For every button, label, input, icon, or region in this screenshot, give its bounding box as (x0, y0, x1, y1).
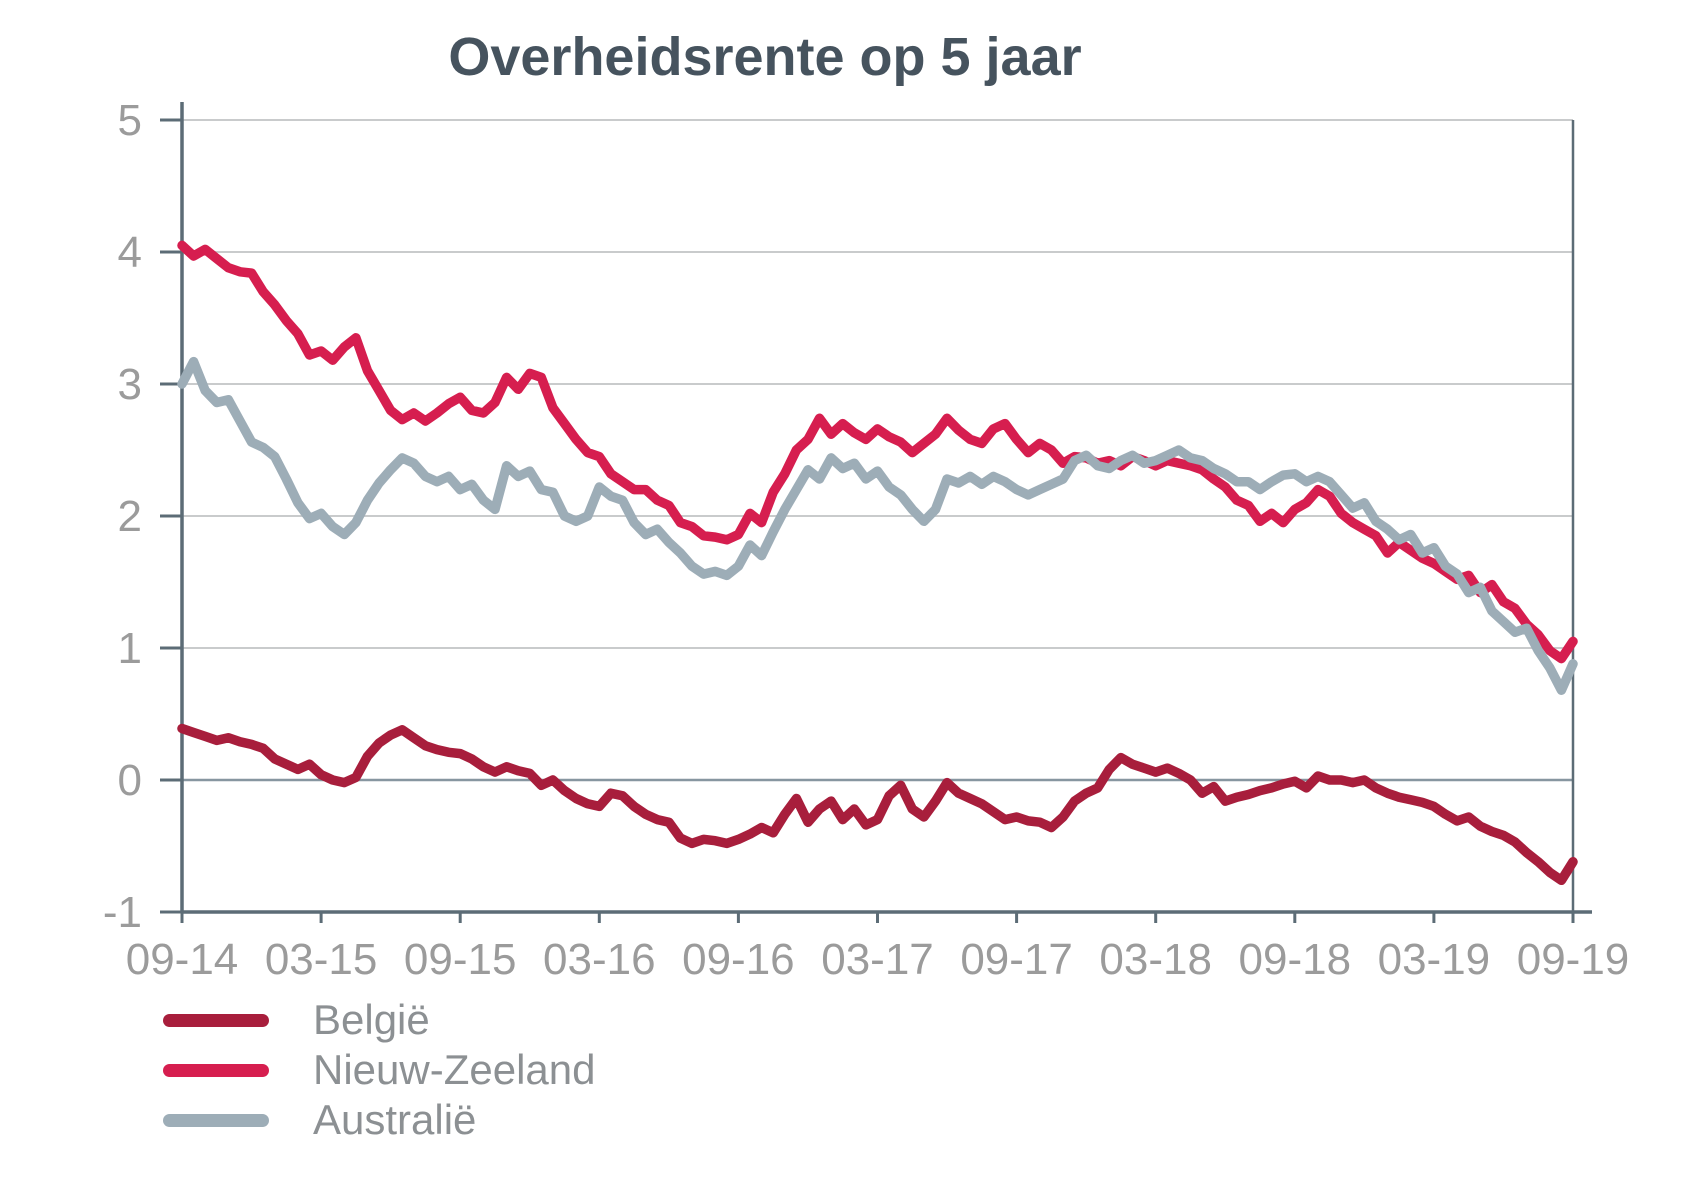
legend-swatch-australie (163, 1113, 269, 1127)
x-axis-label-09-17: 09-17 (960, 935, 1073, 984)
chart-title: Overheidsrente op 5 jaar (448, 27, 1082, 87)
y-axis-label-2: 2 (117, 492, 142, 541)
legend-swatch-belgie (163, 1013, 269, 1027)
legend-label-belgie: België (313, 996, 430, 1043)
legend-label-australie: Australië (313, 1096, 477, 1143)
x-axis-label-09-15: 09-15 (403, 935, 517, 984)
x-axis-label-03-15: 03-15 (264, 935, 378, 984)
series-line-nieuw-zeeland (177, 240, 1578, 664)
chart-legend: België Nieuw-Zeeland Australië (163, 995, 595, 1145)
legend-swatch-nieuw-zeeland (163, 1063, 269, 1077)
legend-item-nieuw-zeeland: Nieuw-Zeeland (163, 1045, 595, 1095)
x-axis-label-09-16: 09-16 (682, 935, 795, 984)
y-axis-label-0: 0 (117, 756, 142, 805)
series-line-australi- (177, 356, 1578, 695)
x-axis-label-03-18: 03-18 (1099, 935, 1212, 984)
y-axis-label-5: 5 (117, 96, 142, 145)
y-axis-label-1: 1 (117, 624, 142, 673)
x-axis-label-03-19: 03-19 (1377, 935, 1491, 984)
series-line-belgi- (177, 723, 1578, 886)
y-axis-label-3: 3 (117, 360, 142, 409)
y-axis-label--1: -1 (102, 888, 142, 937)
x-axis-label-09-14: 09-14 (125, 935, 239, 984)
x-axis-label-09-18: 09-18 (1238, 935, 1352, 984)
legend-item-australie: Australië (163, 1095, 595, 1145)
x-axis-label-09-19: 09-19 (1516, 935, 1630, 984)
legend-item-belgie: België (163, 995, 595, 1045)
legend-label-nieuw-zeeland: Nieuw-Zeeland (313, 1046, 596, 1093)
x-axis-label-03-16: 03-16 (543, 935, 656, 984)
y-axis-label-4: 4 (117, 228, 142, 277)
x-axis-label-03-17: 03-17 (821, 935, 934, 984)
